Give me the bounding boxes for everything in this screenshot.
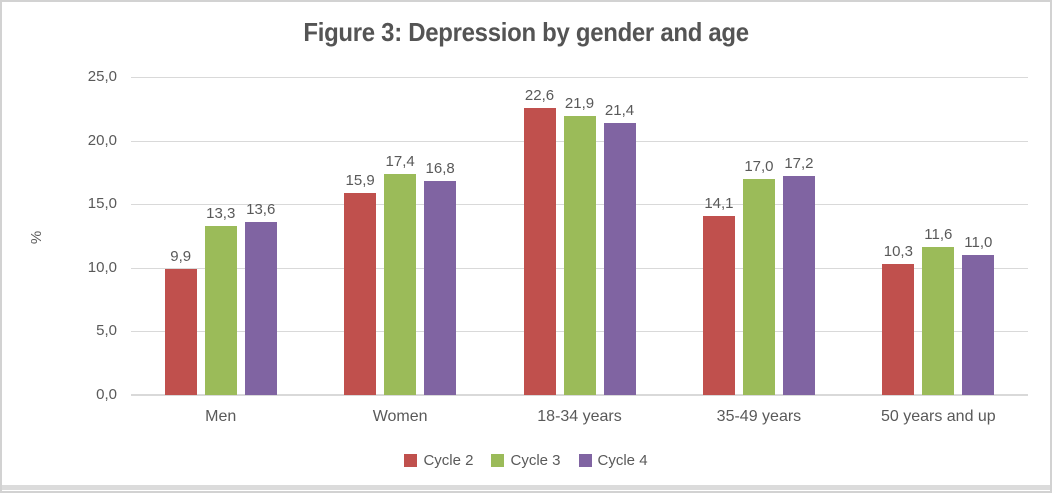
x-axis-labels: Men Women 18-34 years 35-49 years 50 years a…	[131, 408, 1028, 426]
plot-area: 0,0 5,0 10,0 15,0 20,0 25,0 9,9 13,3 13,6 15,9 17…	[88, 68, 1028, 403]
x-axis-line	[131, 394, 1028, 396]
legend-item: Cycle 4	[578, 452, 648, 469]
bottom-strip	[2, 485, 1050, 490]
bar: 13,3	[204, 205, 237, 395]
y-tick-label: 0,0	[96, 386, 117, 403]
bar-group: 15,9 17,4 16,8	[310, 77, 489, 395]
data-label: 17,2	[784, 155, 814, 173]
bar-group: 14,1 17,0 17,2	[669, 77, 848, 395]
data-label: 17,0	[744, 157, 774, 175]
bar-group: 10,3 11,6 11,0	[849, 77, 1028, 395]
x-category-label: 50 years and up	[880, 408, 996, 425]
legend-label: Cycle 3	[510, 452, 561, 469]
bar: 22,6	[523, 87, 556, 395]
y-tick-label: 20,0	[87, 131, 117, 149]
legend-label: Cycle 4	[597, 452, 648, 469]
data-label: 21,4	[604, 101, 635, 119]
legend-item: Cycle 3	[491, 452, 561, 469]
data-label: 15,9	[345, 171, 375, 189]
bar: 21,4	[603, 102, 636, 395]
bar: 15,9	[344, 172, 377, 395]
gridline	[131, 77, 1028, 78]
data-label: 22,6	[524, 86, 555, 104]
data-label: 13,6	[246, 201, 276, 219]
bar-groups: 9,9 13,3 13,6 15,9 17,4 16,8 22,6 21,9 21,4 14,1 1…	[131, 77, 1028, 395]
bar: 11,0	[962, 234, 995, 395]
bar: 13,6	[244, 201, 277, 395]
y-tick-label: 15,0	[87, 195, 117, 213]
y-tick-label: 25,0	[87, 68, 117, 85]
bar: 21,9	[563, 95, 596, 395]
bar: 11,6	[922, 226, 955, 395]
data-label: 13,3	[206, 204, 236, 222]
x-category-label: Women	[372, 408, 428, 425]
bar: 17,4	[384, 153, 417, 395]
y-tick-label: 10,0	[87, 258, 117, 276]
bar: 9,9	[164, 248, 197, 395]
legend-label: Cycle 2	[423, 452, 474, 469]
y-tick-label: 5,0	[96, 322, 117, 340]
legend: Cycle 2 Cycle 3 Cycle 4	[2, 452, 1050, 469]
data-label: 9,9	[170, 248, 192, 266]
data-label: 11,0	[964, 234, 993, 252]
data-label: 10,3	[883, 242, 913, 260]
data-label: 16,8	[425, 160, 455, 178]
data-label: 14,1	[704, 194, 734, 212]
legend-item: Cycle 2	[404, 452, 473, 469]
x-category-label: 18-34 years	[537, 408, 622, 425]
bar-group: 22,6 21,9 21,4	[490, 77, 669, 395]
bar: 16,8	[424, 160, 457, 395]
data-label: 21,9	[564, 95, 595, 113]
bar: 14,1	[702, 195, 735, 395]
data-label: 11,6	[924, 226, 953, 244]
chart-title: Figure 3: Depression by gender and age	[2, 17, 1050, 48]
y-axis-label: %	[28, 230, 46, 245]
data-label: 17,4	[385, 152, 415, 170]
bar: 17,0	[742, 158, 775, 395]
bar-group: 9,9 13,3 13,6	[131, 77, 310, 395]
legend-swatch	[578, 454, 592, 467]
legend-swatch	[491, 454, 505, 467]
x-category-label: Men	[205, 408, 237, 425]
bar: 17,2	[782, 155, 815, 395]
legend-swatch	[404, 454, 418, 467]
chart-title-text: Figure 3: Depression by gender and age	[303, 17, 749, 47]
bar: 10,3	[882, 243, 915, 395]
x-category-label: 35-49 years	[716, 408, 802, 425]
